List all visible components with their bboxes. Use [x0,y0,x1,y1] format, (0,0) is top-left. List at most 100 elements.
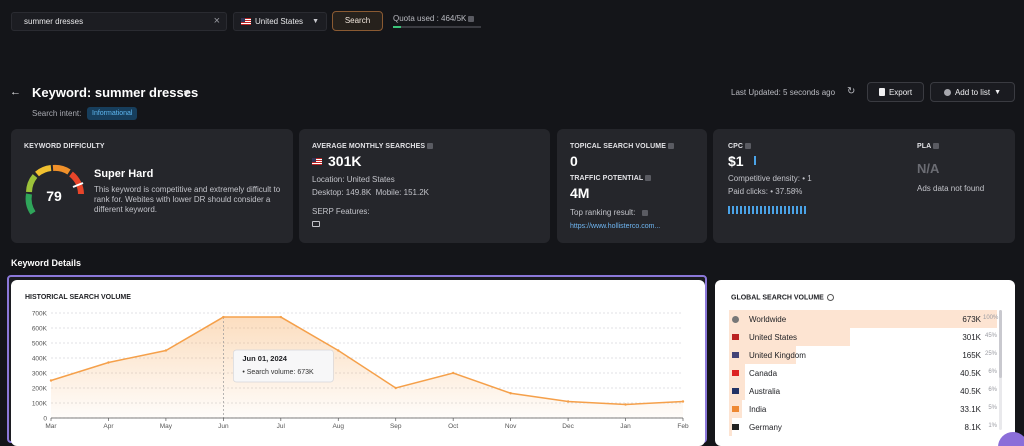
country-volume: 673K [962,315,981,324]
topical-label: TOPICAL SEARCH VOLUME [570,143,674,150]
export-label: Export [888,87,913,97]
paid-clicks: Paid clicks: • 37.58% [728,187,803,196]
density-bar [804,206,806,214]
country-name: United States [749,333,798,342]
add-icon [943,88,951,96]
top-result-text: Top ranking result: [570,208,636,217]
difficulty-gauge: 79 [25,164,84,215]
data-point[interactable] [279,315,283,319]
country-percent: 6% [988,387,997,393]
us-flag-icon [312,157,322,165]
country-volume: 165K [962,351,981,360]
page-title: Keyword: summer dresses [32,85,199,100]
traffic-label: TRAFFIC POTENTIAL [570,175,652,182]
x-tick-label: Oct [448,423,458,430]
data-point[interactable] [394,386,397,390]
country-flag-icon [732,370,739,376]
data-point[interactable] [566,400,570,403]
traffic-label-text: TRAFFIC POTENTIAL [570,175,644,182]
data-point[interactable] [681,400,685,403]
data-point[interactable] [451,371,455,375]
desktop-volume: Desktop: 149.8K [312,188,372,197]
info-icon[interactable] [645,175,652,182]
add-to-list-label: Add to list [954,87,991,97]
info-icon[interactable] [468,15,475,22]
density-bar [744,206,746,214]
global-title: GLOBAL SEARCH VOLUME [731,294,834,301]
x-tick-label: Aug [332,423,344,430]
global-row[interactable]: Australia 40.5K 6% [729,382,997,400]
global-row[interactable]: Canada 40.5K 6% [729,364,997,382]
title-dropdown-icon[interactable]: ▼ [182,88,191,98]
us-flag-icon [241,18,251,25]
historical-chart-svg: 0 100K 200K 300K 400K 500K 600K 700K Mar Apr May Ju… [32,311,689,431]
info-icon[interactable] [826,294,834,301]
density-bar [800,206,802,214]
scrollbar-thumb[interactable] [999,310,1002,378]
info-icon[interactable] [745,143,752,150]
topical-volume-card: TOPICAL SEARCH VOLUME 0 TRAFFIC POTENTIA… [557,129,707,243]
data-point[interactable] [107,361,110,364]
global-volume-panel: GLOBAL SEARCH VOLUME Worldwide 673K 100% Un… [715,280,1015,446]
top-result-link[interactable]: https://www.hollisterco.com... [570,223,661,230]
cpc-label: CPC [728,143,752,150]
x-tick-label: Apr [103,423,114,430]
data-point[interactable] [509,392,512,395]
country-percent: 100% [983,315,999,321]
info-icon[interactable] [933,143,940,150]
traffic-value: 4M [570,185,590,201]
section-title: Keyword Details [11,258,82,268]
add-to-list-button[interactable]: Add to list ▼ [930,82,1015,102]
density-bar [792,206,794,214]
search-button[interactable]: Search [332,11,383,31]
scrollbar[interactable] [999,310,1002,430]
export-button[interactable]: Export [867,82,924,102]
info-icon[interactable] [641,209,648,216]
info-icon[interactable] [427,143,434,150]
refresh-icon[interactable]: ↻ [847,86,856,97]
x-tick-label: Mar [45,423,57,430]
data-point[interactable] [222,315,225,319]
y-tick-label: 300K [32,371,48,378]
global-row[interactable]: Worldwide 673K 100% [729,310,999,328]
density-bar [784,206,786,214]
x-tick-label: Dec [562,423,574,430]
data-point[interactable] [49,379,53,382]
country-percent: 45% [984,333,997,339]
global-row[interactable]: Germany 8.1K 1% [729,418,997,436]
search-intent-label: Search intent: [32,109,82,118]
search-input[interactable]: summer dresses × [11,12,227,31]
area-fill [51,317,683,418]
density-bar [780,206,782,214]
density-bar [748,206,750,214]
clear-icon[interactable]: × [213,15,220,27]
intent-badge: Informational [87,107,138,120]
kd-label: KEYWORD DIFFICULTY [24,143,105,150]
country-percent: 1% [988,423,997,429]
data-point[interactable] [624,403,627,406]
density-bar [768,206,770,214]
pla-message: Ads data not found [917,184,985,193]
back-arrow-icon[interactable]: ← [10,86,21,98]
country-flag-icon [732,424,739,430]
country-select[interactable]: United States ▼ [233,12,327,31]
difficulty-description: This keyword is competitive and extremel… [94,185,281,214]
country-volume: 40.5K [960,387,981,396]
density-bar [756,206,758,214]
video-icon[interactable] [312,221,320,227]
cpc-label-text: CPC [728,143,744,150]
chat-button[interactable] [998,432,1024,446]
monthly-value: 301K [328,153,362,169]
quota-progress-fill [393,26,402,28]
mobile-volume: Mobile: 151.2K [375,188,429,197]
country-volume: 301K [962,333,981,342]
keyword-difficulty-card: KEYWORD DIFFICULTY 79 Super Hard This ke… [11,129,293,243]
global-row[interactable]: India 33.1K 5% [729,400,997,418]
country-percent: 25% [984,351,997,357]
tooltip-text: • Search volume: 673K [242,369,314,376]
data-point[interactable] [164,349,168,352]
global-row[interactable]: United Kingdom 165K 25% [729,346,997,364]
info-icon[interactable] [667,143,674,150]
global-row[interactable]: United States 301K 45% [729,328,997,346]
data-point[interactable] [337,349,340,352]
